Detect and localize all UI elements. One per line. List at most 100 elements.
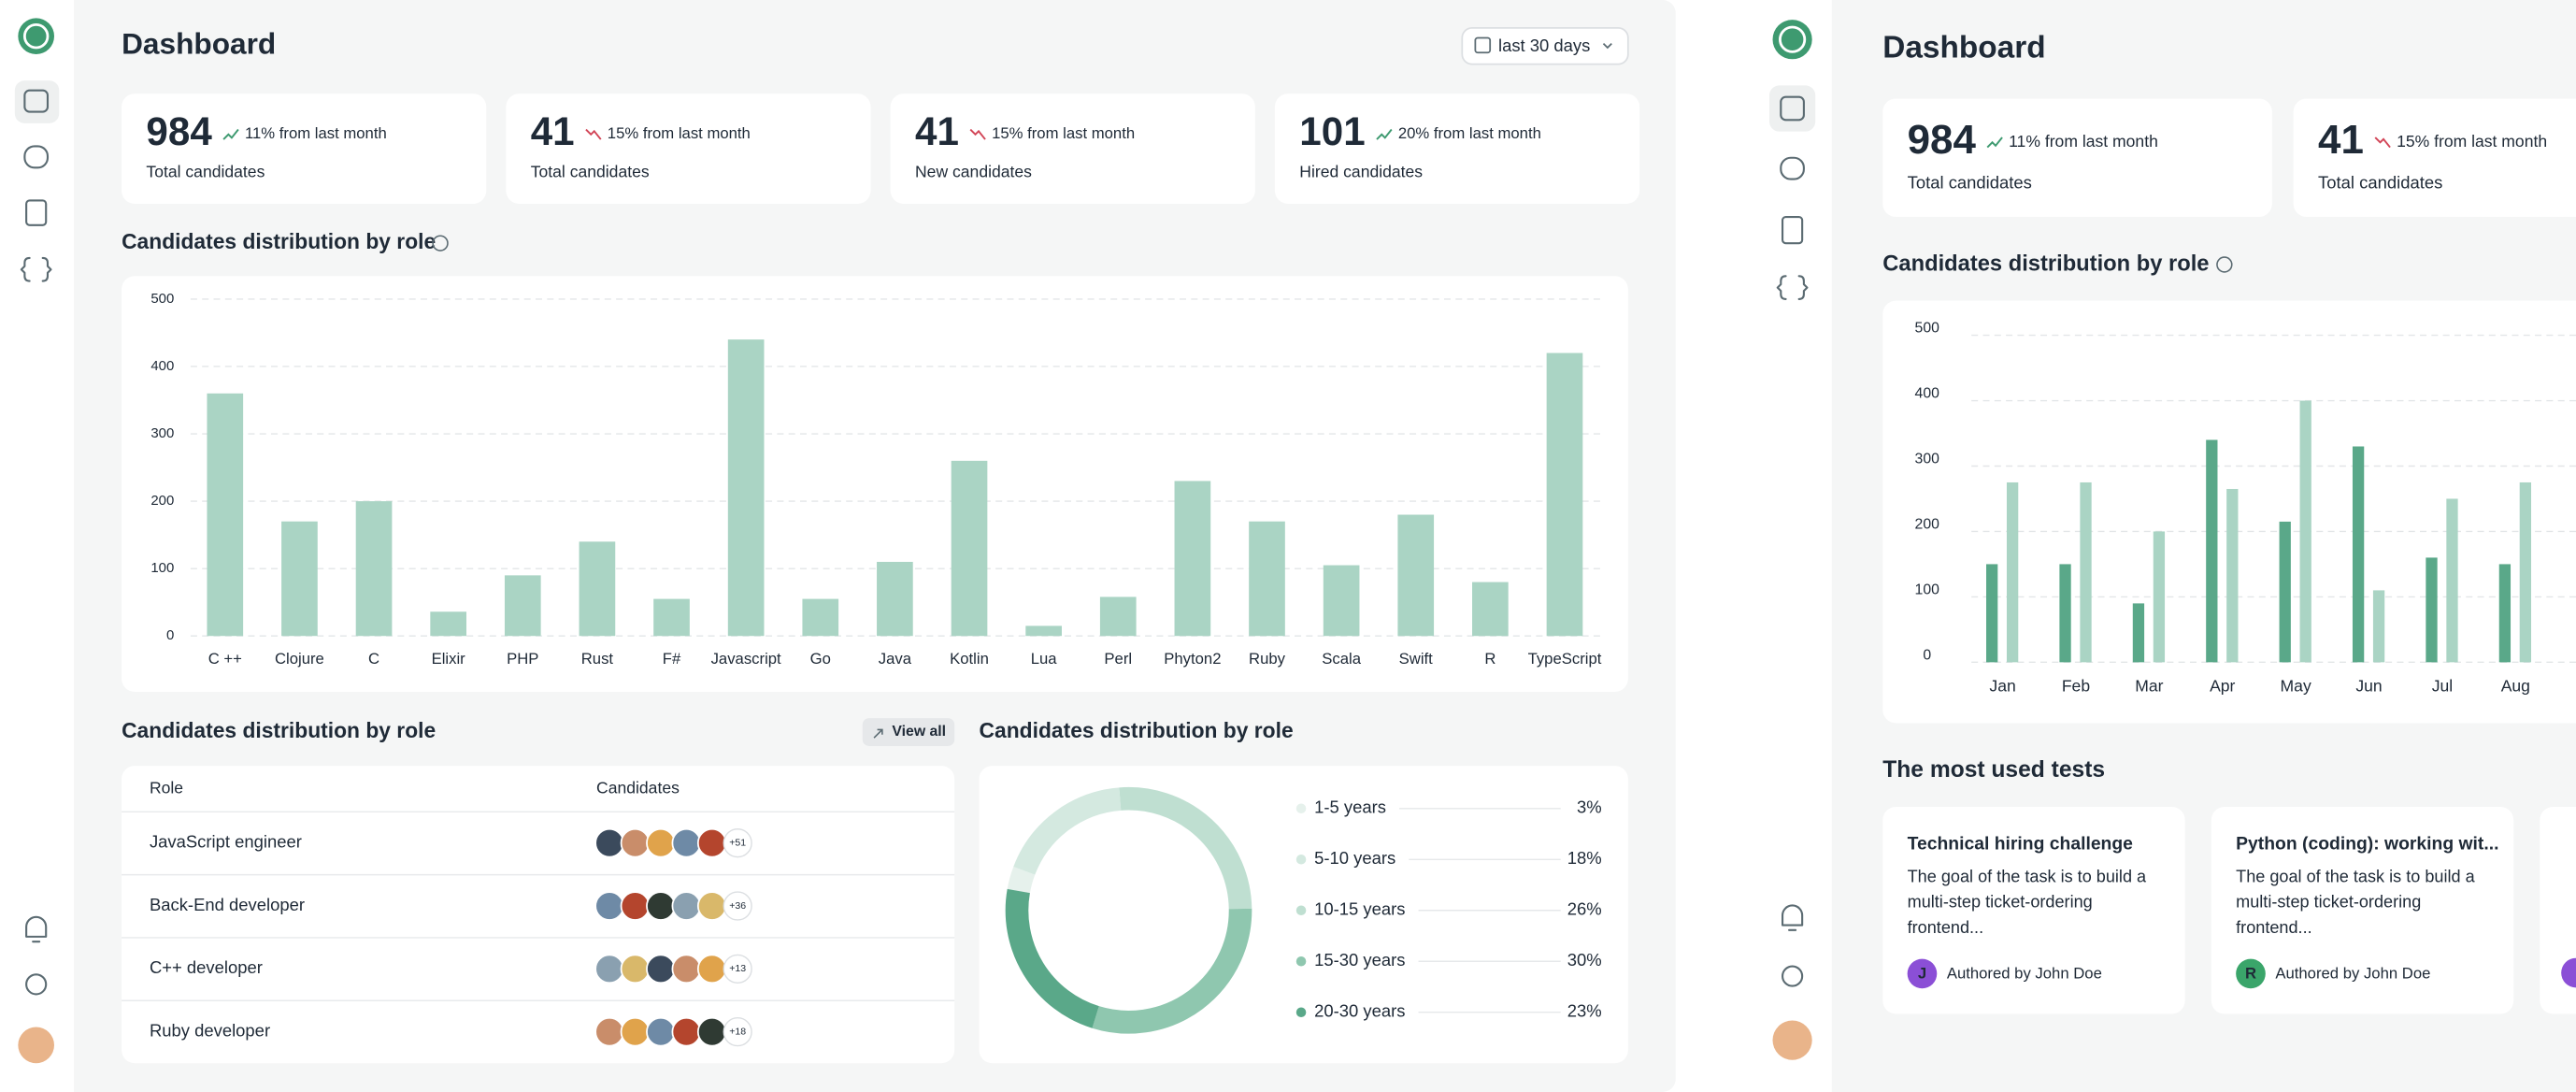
- author-avatar: [1907, 958, 1938, 989]
- y-tick-label: 300: [150, 425, 174, 441]
- x-tick-label: May: [2281, 676, 2311, 695]
- nav-candidates-icon[interactable]: [1780, 156, 1805, 180]
- nav-candidates-icon[interactable]: [23, 145, 50, 169]
- test-card[interactable]: [1882, 807, 2185, 1014]
- logo-mark: [1779, 25, 1807, 53]
- bar: [2206, 439, 2218, 663]
- x-tick-label: TypeScript: [1528, 650, 1602, 668]
- x-tick-label: Elixir: [432, 650, 466, 668]
- logo[interactable]: [1772, 20, 1812, 60]
- legend-label: 1-5 years: [1314, 797, 1386, 817]
- legend-label: 10-15 years: [1314, 899, 1405, 919]
- more-badge: [723, 1017, 752, 1047]
- test-title: Technical hiring challenge: [1908, 835, 2134, 855]
- candidate-avatar: [620, 954, 651, 984]
- nav-docs-icon[interactable]: [25, 199, 48, 226]
- info-icon: [2216, 256, 2233, 273]
- bar: [2279, 521, 2291, 663]
- bar: [2519, 481, 2532, 663]
- user-avatar[interactable]: [18, 1027, 55, 1064]
- stat-value: 41: [531, 109, 575, 153]
- nav-settings-icon[interactable]: [1781, 965, 1804, 987]
- y-tick-label: 100: [1915, 582, 1940, 598]
- bar: [2226, 488, 2239, 663]
- nav-bell-icon[interactable]: [25, 915, 48, 943]
- x-tick-label: PHP: [507, 650, 538, 668]
- donut-segment: [1005, 888, 1100, 1028]
- x-tick-label: Ruby: [1249, 650, 1286, 668]
- test-description: frontend...: [1908, 918, 1983, 937]
- legend-label: 5-10 years: [1314, 848, 1395, 868]
- trend-icon: [1986, 136, 2003, 149]
- test-description: multi-step ticket-ordering: [2236, 893, 2421, 912]
- nav-active: [14, 80, 60, 123]
- candidate-avatar: [620, 827, 651, 858]
- stat-card: [122, 93, 487, 204]
- page-title: Dashboard: [1882, 31, 2045, 65]
- bar: [653, 598, 690, 637]
- test-card[interactable]: [2211, 807, 2514, 1014]
- stat-value: 101: [1299, 109, 1365, 153]
- left-sidebar: [0, 0, 75, 1092]
- stat-card: [2293, 98, 2576, 218]
- nav-code-icon[interactable]: [20, 256, 52, 282]
- y-tick-label: 200: [150, 493, 174, 509]
- section-title: Candidates distribution by role: [1882, 251, 2209, 276]
- bar: [2372, 590, 2385, 663]
- legend-dot: [1295, 803, 1307, 814]
- x-tick-label: Javascript: [711, 650, 781, 668]
- author-name: Authored by John Doe: [1947, 965, 2102, 983]
- nav-settings-icon[interactable]: [25, 973, 48, 996]
- view-all-button[interactable]: [862, 718, 955, 746]
- x-tick-label: Phyton2: [1164, 650, 1221, 668]
- section-title: The most used tests: [1882, 757, 2105, 783]
- test-description: The goal of the task is to build a: [2236, 867, 2475, 885]
- x-tick-label: C ++: [208, 650, 242, 668]
- bar: [877, 561, 913, 637]
- bar: [281, 521, 318, 637]
- bar: [951, 460, 988, 637]
- role-name: JavaScript engineer: [150, 832, 302, 852]
- stat-label: Total candidates: [531, 163, 650, 181]
- candidate-avatar: [646, 827, 676, 858]
- nav-docs-icon[interactable]: [1781, 215, 1804, 245]
- x-tick-label: F#: [663, 650, 681, 668]
- trend-icon: [969, 128, 986, 140]
- bar: [727, 339, 765, 637]
- x-tick-label: Perl: [1104, 650, 1132, 668]
- candidate-avatar: [696, 827, 727, 858]
- donut-segment: [1119, 786, 1252, 910]
- bar: [1099, 596, 1137, 637]
- x-tick-label: Go: [810, 650, 831, 668]
- date-filter[interactable]: [1461, 27, 1629, 65]
- nav-code-icon[interactable]: [1776, 275, 1809, 300]
- stat-change: 11% from last month: [245, 124, 387, 142]
- nav-tests-icon[interactable]: [1780, 95, 1805, 122]
- view-all-label: View all: [892, 724, 946, 740]
- expand-icon: [873, 728, 883, 739]
- user-avatar[interactable]: [1772, 1020, 1812, 1060]
- bar: [2446, 498, 2458, 663]
- candidate-avatar: [646, 954, 676, 984]
- bar: [2059, 564, 2071, 663]
- nav-tests-icon[interactable]: [23, 89, 50, 113]
- bar: [207, 393, 244, 637]
- x-tick-label: Kotlin: [950, 650, 989, 668]
- stat-card: [890, 93, 1255, 204]
- candidate-avatar: [671, 954, 702, 984]
- candidate-avatar: [671, 827, 702, 858]
- x-tick-label: Aug: [2501, 676, 2530, 695]
- legend-dot: [1295, 854, 1307, 865]
- page-title: Dashboard: [122, 27, 276, 61]
- bar: [1025, 625, 1062, 637]
- test-title: Python (coding): working wit...: [2236, 835, 2498, 855]
- bar: [802, 598, 839, 637]
- nav-bell-icon[interactable]: [1781, 904, 1804, 931]
- stat-value: 41: [915, 109, 959, 153]
- author-initial: R: [2245, 965, 2256, 983]
- bar: [2006, 481, 2019, 663]
- y-tick-label: 0: [166, 627, 174, 643]
- trend-icon: [1376, 128, 1393, 140]
- bar: [504, 575, 541, 637]
- stat-value: 41: [2318, 117, 2364, 163]
